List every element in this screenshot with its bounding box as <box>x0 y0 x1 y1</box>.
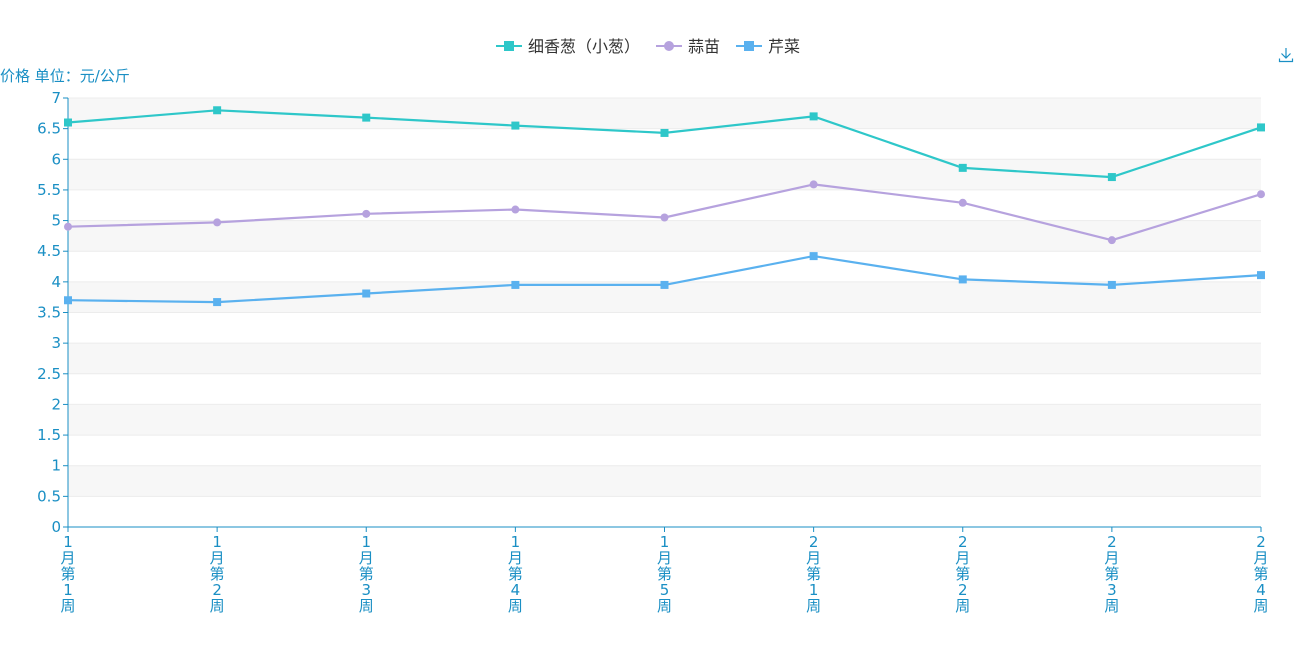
plot-background <box>68 97 1261 528</box>
data-point[interactable] <box>362 289 371 298</box>
y-tick-label: 4 <box>51 273 61 291</box>
data-point[interactable] <box>511 121 520 130</box>
x-tick-label: 2 月第 1 周 <box>806 533 821 615</box>
legend-marker <box>664 41 674 51</box>
data-point[interactable] <box>809 180 818 189</box>
y-tick-label: 7 <box>51 89 61 107</box>
legend: 细香葱（小葱） 蒜苗 芹菜 <box>496 37 800 56</box>
y-tick-label: 1 <box>51 457 61 475</box>
data-point[interactable] <box>64 118 72 127</box>
series-3 <box>64 252 1265 307</box>
data-point[interactable] <box>809 112 818 121</box>
data-point[interactable] <box>809 252 818 261</box>
y-axis: 0 0.5 1 1.5 2 2.5 3 3.5 4 4.5 5 5.5 6 6.5 7 <box>37 89 69 536</box>
legend-item-3[interactable]: 芹菜 <box>736 37 800 56</box>
x-tick-label: 2 月第 2 周 <box>955 533 970 615</box>
data-point[interactable] <box>660 280 669 289</box>
data-point[interactable] <box>362 113 371 122</box>
y-tick-label: 5 <box>51 212 61 230</box>
data-point[interactable] <box>1107 280 1116 289</box>
data-point[interactable] <box>660 128 669 137</box>
legend-marker <box>504 41 514 51</box>
data-point[interactable] <box>660 213 669 222</box>
series-1 <box>64 106 1265 182</box>
x-tick-label: 1 月第 1 周 <box>60 533 75 615</box>
data-point[interactable] <box>1107 236 1116 245</box>
legend-marker <box>744 41 754 51</box>
y-tick-label: 1.5 <box>37 426 61 444</box>
data-point[interactable] <box>213 218 222 227</box>
data-point[interactable] <box>958 163 967 172</box>
series-2 <box>64 180 1265 245</box>
x-tick-label: 1 月第 2 周 <box>210 533 225 615</box>
y-tick-label: 3 <box>51 334 61 352</box>
data-point[interactable] <box>1107 173 1116 182</box>
grid-band <box>68 98 1261 129</box>
y-tick-label: 0 <box>51 518 61 536</box>
x-tick-label: 1 月第 5 周 <box>657 533 672 615</box>
data-point[interactable] <box>958 275 967 284</box>
data-point[interactable] <box>1257 271 1265 280</box>
series-group <box>64 106 1265 307</box>
data-point[interactable] <box>213 298 222 307</box>
x-tick-label: 2 月第 3 周 <box>1104 533 1119 615</box>
legend-item-2[interactable]: 蒜苗 <box>656 37 720 56</box>
x-tick-label: 1 月第 3 周 <box>359 533 374 615</box>
legend-label: 芹菜 <box>768 37 800 56</box>
x-tick-label: 1 月第 4 周 <box>508 533 523 615</box>
legend-item-1[interactable]: 细香葱（小葱） <box>496 37 640 56</box>
data-point[interactable] <box>64 222 72 231</box>
grid-band <box>68 404 1261 436</box>
y-tick-label: 2.5 <box>37 365 61 383</box>
y-tick-label: 3.5 <box>37 304 61 322</box>
y-axis-label: 价格 单位：元/公斤 <box>0 67 130 85</box>
data-point[interactable] <box>64 296 72 305</box>
data-point[interactable] <box>213 106 222 115</box>
x-axis: 1 月第 1 周 1 月第 2 周 1 月第 3 周 1 月第 4 周 1 月第 5 周 2 月第 1 周 2 月第 2 周 2 月第 3 周… <box>60 526 1269 615</box>
y-tick-label: 2 <box>51 395 61 413</box>
grid-band <box>68 220 1261 252</box>
download-icon[interactable] <box>1278 48 1294 63</box>
legend-label: 细香葱（小葱） <box>528 37 640 56</box>
x-tick-label: 2 月第 4 周 <box>1253 533 1268 615</box>
y-tick-label: 4.5 <box>37 242 61 260</box>
data-point[interactable] <box>511 280 520 289</box>
data-point[interactable] <box>362 209 371 218</box>
y-tick-label: 6 <box>51 150 61 168</box>
y-tick-label: 6.5 <box>37 120 61 138</box>
grid-band <box>68 343 1261 374</box>
y-tick-label: 0.5 <box>37 487 61 505</box>
grid-band <box>68 465 1261 497</box>
data-point[interactable] <box>1257 123 1265 132</box>
data-point[interactable] <box>1257 190 1265 199</box>
data-point[interactable] <box>511 205 520 214</box>
legend-label: 蒜苗 <box>688 37 720 56</box>
y-tick-label: 5.5 <box>37 181 61 199</box>
data-point[interactable] <box>958 198 967 207</box>
